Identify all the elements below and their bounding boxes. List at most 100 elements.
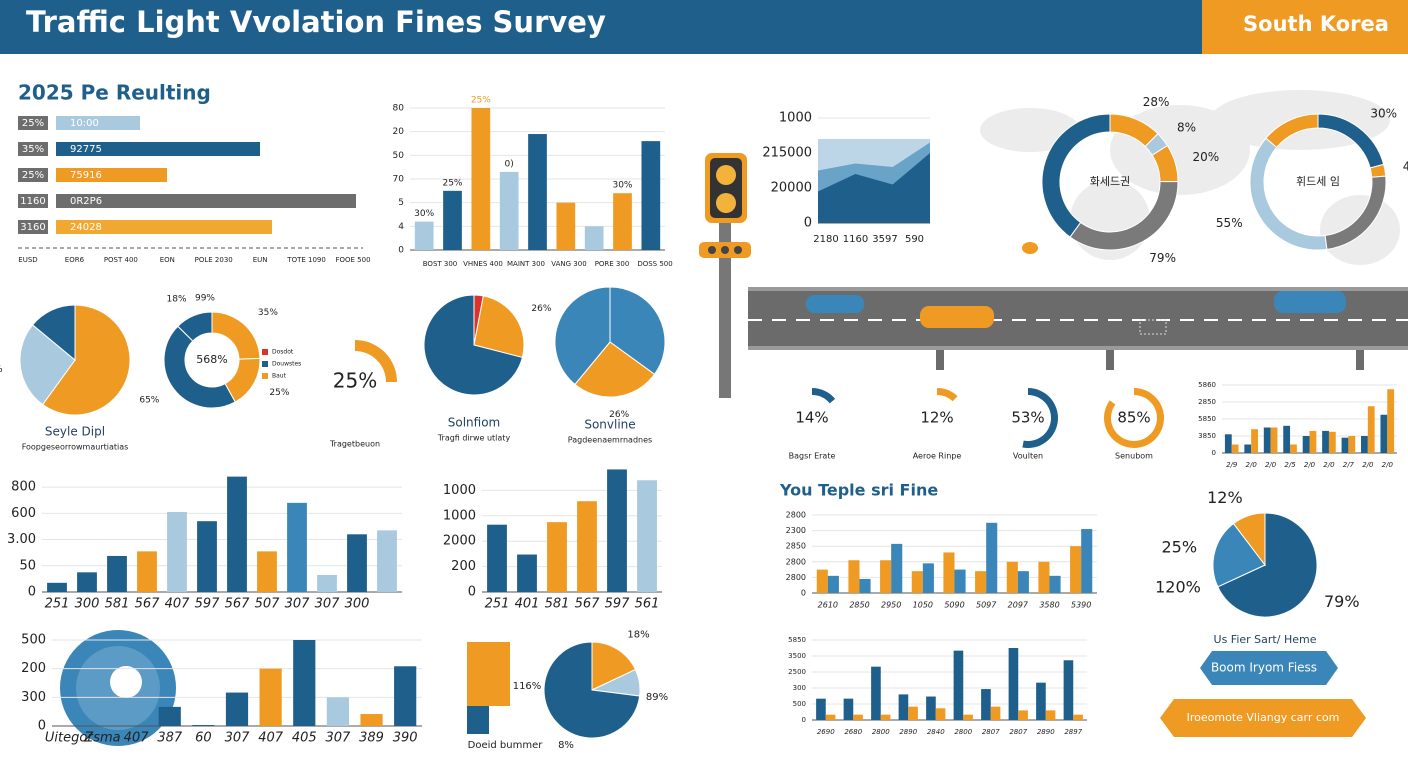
bar: [167, 512, 187, 592]
x-tick-label: 405: [292, 731, 317, 746]
x-tick-label: VHNES 400: [463, 260, 503, 268]
traffic-light: [699, 153, 751, 398]
value-label: 26%: [531, 304, 551, 314]
bar: [471, 108, 491, 250]
y-tick-label: 2850: [786, 542, 806, 551]
bar-label: 0R2P6: [70, 196, 102, 207]
segment: [543, 641, 641, 739]
bar-label: 10:00: [70, 118, 99, 129]
bar: [1244, 444, 1252, 453]
y-tick-label: 4: [398, 222, 404, 232]
category-label: 3160: [20, 222, 45, 233]
bar: [517, 554, 537, 592]
annotation: 99%: [195, 294, 215, 304]
button-shape[interactable]: [1160, 699, 1366, 737]
x-tick-label: 581: [545, 597, 570, 612]
y-tick-label: 0: [801, 589, 806, 598]
bar: [827, 575, 839, 593]
x-tick-label: 2897: [1064, 728, 1082, 736]
y-tick-label: 0: [804, 216, 812, 231]
bar: [1063, 660, 1074, 720]
bar: [871, 666, 881, 720]
bar: [880, 560, 892, 593]
bar: [1290, 444, 1297, 453]
segment: [423, 294, 524, 396]
bar: [528, 134, 547, 250]
bar: [1380, 414, 1388, 453]
bar: [77, 572, 97, 592]
chart-title: Solnfiom: [448, 416, 501, 430]
x-tick-label: 2690: [817, 728, 835, 736]
bar: [911, 571, 923, 593]
y-tick-label: 1000: [443, 508, 476, 523]
legend-swatch: [262, 373, 268, 379]
y-tick-label: 0: [38, 719, 46, 734]
value-label: 30%: [1370, 106, 1397, 120]
chart-subtitle: Tragfi dirwe utlaty: [437, 434, 511, 443]
bar: [1367, 406, 1375, 453]
x-tick-label: MAINT 300: [507, 260, 545, 268]
gauge-caption: Senubom: [1115, 452, 1153, 461]
gauge-arc: [937, 388, 958, 402]
segment: [574, 341, 656, 398]
x-tick-label: 2180: [813, 234, 838, 245]
x-tick-label: EUSD: [18, 256, 37, 264]
bar: [1073, 714, 1083, 720]
button-label[interactable]: Boom Iryom Fiess: [1211, 661, 1317, 675]
bar: [943, 552, 955, 593]
y-tick-label: 70: [393, 175, 405, 185]
bar: [197, 521, 217, 592]
chart-title: Seyle Dipl: [45, 425, 105, 439]
button-shape[interactable]: [1200, 651, 1338, 685]
legend-swatch: [262, 361, 268, 367]
bar: [1302, 436, 1310, 453]
bar: [1309, 430, 1317, 453]
bar: [975, 571, 987, 593]
button-label[interactable]: Iroeomote Vliangy carr com: [1187, 711, 1340, 724]
bar: [935, 708, 946, 720]
y-tick-label: 5860: [1198, 381, 1216, 389]
button[interactable]: Boom Iryom Fiess: [1200, 651, 1338, 685]
bar: [637, 480, 657, 592]
y-tick-label: 1000: [443, 483, 476, 498]
chart-title: Us Fier Sart/ Heme: [1214, 633, 1317, 646]
x-tick-label: 2/0: [1304, 461, 1316, 469]
x-tick-label: 2/0: [1265, 461, 1277, 469]
bar: [257, 551, 277, 592]
value-label: 79%: [1324, 592, 1360, 611]
bar: [287, 502, 307, 592]
bar: [377, 530, 397, 592]
bar: [56, 194, 356, 208]
value-label: 28%: [1143, 95, 1170, 109]
value-label: 79%: [1149, 251, 1176, 265]
bar: [192, 725, 215, 726]
x-tick-label: 307: [315, 597, 341, 612]
bar-note: 30%: [612, 181, 632, 191]
x-tick-label: 507: [255, 597, 281, 612]
bar: [360, 714, 383, 726]
x-tick-label: 597: [605, 597, 631, 612]
x-tick-label: 251: [45, 597, 70, 612]
x-tick-label: 407: [258, 731, 284, 746]
gauge-arc: [1022, 388, 1058, 449]
bar-label: 75916: [70, 170, 102, 181]
button[interactable]: Iroeomote Vliangy carr com: [1160, 699, 1366, 737]
category-box: [18, 116, 48, 130]
segment: [1232, 512, 1266, 567]
x-tick-label: 2890: [899, 728, 917, 736]
bar: [986, 522, 998, 593]
x-tick-label: 2680: [844, 728, 862, 736]
y-tick-label: 0: [1212, 449, 1216, 457]
bar: [953, 650, 964, 720]
legend-label: Dosdot: [272, 349, 294, 356]
value-label: 35%: [258, 308, 278, 318]
x-tick-label: 307: [285, 597, 311, 612]
y-tick-label: 2800: [786, 511, 806, 520]
x-tick-label: 2800: [872, 728, 890, 736]
x-tick-label: 561: [635, 597, 660, 612]
bar: [1348, 436, 1356, 453]
bar: [825, 714, 836, 720]
bar: [47, 582, 67, 592]
segment: [1212, 522, 1266, 588]
gauge-arc: [355, 340, 397, 382]
